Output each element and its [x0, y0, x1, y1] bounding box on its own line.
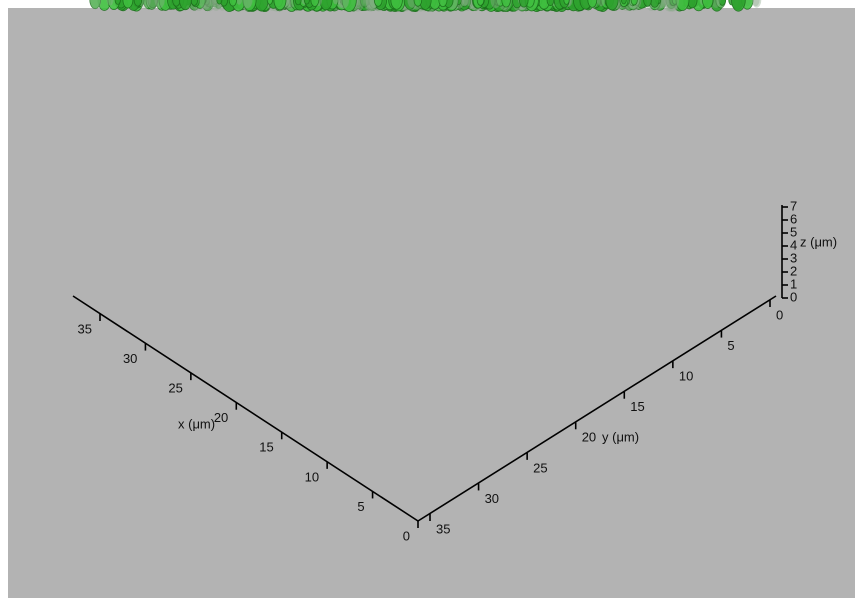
tick-label: 0 — [403, 528, 410, 543]
y-axis-label: y (μm) — [602, 429, 639, 444]
tick-label: 10 — [679, 369, 693, 384]
cell-cluster — [267, 0, 272, 4]
tick-label: 25 — [533, 460, 547, 475]
tick-label: 30 — [123, 351, 137, 366]
tick-label: 4 — [790, 237, 797, 252]
tick-label: 5 — [790, 224, 797, 239]
tick-label: 2 — [790, 263, 797, 278]
z-axis-label: z (μm) — [800, 234, 837, 249]
tick-label: 5 — [727, 338, 734, 353]
figure: x (μm) y (μm) z (μm) 0510152025303505101… — [0, 0, 863, 607]
tick-label: 10 — [305, 469, 319, 484]
tick-label: 35 — [436, 521, 450, 536]
background — [8, 8, 855, 598]
tick-label: 25 — [168, 381, 182, 396]
tick-label: 0 — [776, 307, 783, 322]
tick-label: 1 — [790, 276, 797, 291]
tick-label: 7 — [790, 198, 797, 213]
tick-label: 35 — [78, 321, 92, 336]
tick-label: 15 — [630, 399, 644, 414]
cell-cluster — [621, 0, 626, 4]
cell-cluster — [304, 0, 309, 4]
tick-label: 0 — [790, 289, 797, 304]
tick-label: 15 — [259, 440, 273, 455]
cell-cluster — [631, 0, 637, 5]
cell-cluster — [564, 0, 569, 4]
page: {"axes": { "x": {"label": "x (μm)", "tic… — [0, 0, 863, 607]
tick-label: 20 — [214, 410, 228, 425]
tick-label: 30 — [485, 491, 499, 506]
cell-cluster — [115, 0, 120, 4]
tick-label: 3 — [790, 250, 797, 265]
cell-cluster — [295, 0, 301, 5]
tick-label: 20 — [582, 430, 596, 445]
x-axis-label: x (μm) — [178, 416, 215, 431]
tick-label: 5 — [357, 499, 364, 514]
cell-cluster — [217, 0, 222, 4]
tick-label: 6 — [790, 211, 797, 226]
